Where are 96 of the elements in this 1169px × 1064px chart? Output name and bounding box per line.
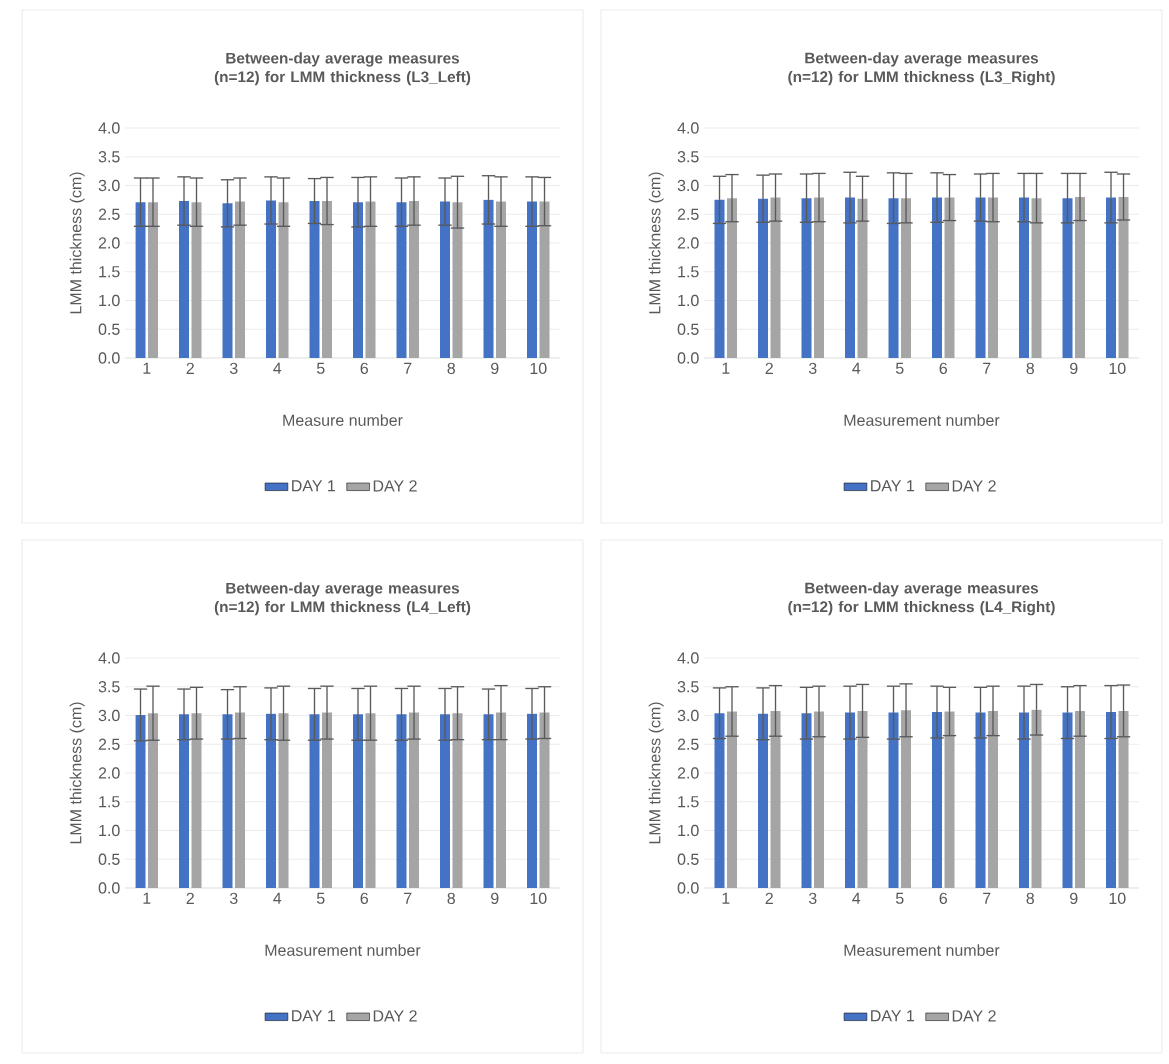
x-tick-label: 4 xyxy=(273,362,282,374)
y-tick-label: 1.5 xyxy=(99,796,120,808)
y-tick-label: 2.0 xyxy=(98,237,120,249)
x-tick-label: 2 xyxy=(186,892,194,904)
y-tick-label: 3.5 xyxy=(98,151,120,163)
legend-label: DAY 2 xyxy=(952,1010,996,1022)
y-tick-label: 2.5 xyxy=(98,208,120,220)
y-tick-label: 0.5 xyxy=(98,323,120,335)
y-tick-label: 0.5 xyxy=(677,853,699,865)
x-tick-label: 3 xyxy=(229,892,238,905)
y-tick-label: 3.5 xyxy=(677,151,699,163)
y-tick-label: 4.0 xyxy=(677,122,699,134)
x-tick-label: 10 xyxy=(530,362,547,375)
x-tick-label: 5 xyxy=(895,892,904,904)
y-tick-label: 0.0 xyxy=(677,882,699,894)
x-axis-title: Measurement number xyxy=(265,944,421,956)
chart-title: Between-day average measures (n=12) for LMM thickness (L4_Right) xyxy=(788,582,1055,616)
y-tick-label: 4.0 xyxy=(98,652,120,664)
y-tick-label: 0.5 xyxy=(677,323,699,335)
x-axis-title: Measure number xyxy=(283,414,403,426)
y-axis-title: LMM thickness (cm) xyxy=(648,702,664,844)
legend-label: DAY 2 xyxy=(373,480,417,492)
x-tick-label: 2 xyxy=(765,892,773,904)
y-tick-label: 3.5 xyxy=(98,681,120,693)
x-tick-label: 10 xyxy=(1109,362,1126,375)
y-axis-title: LMM thickness (cm) xyxy=(648,172,664,314)
chart-title: Between-day average measures (n=12) for LMM thickness (L3_Right) xyxy=(788,52,1055,86)
x-tick-label: 9 xyxy=(1070,892,1078,905)
y-axis-title: LMM thickness (cm) xyxy=(69,702,85,844)
y-tick-label: 3.5 xyxy=(677,681,699,693)
x-tick-label: 6 xyxy=(939,892,948,905)
x-tick-label: 1 xyxy=(722,892,730,904)
y-tick-label: 2.5 xyxy=(677,208,699,220)
x-tick-label: 6 xyxy=(360,892,368,905)
x-tick-label: 4 xyxy=(273,892,282,904)
legend-label: DAY 2 xyxy=(373,1010,417,1022)
x-tick-label: 7 xyxy=(983,362,991,374)
chart-title: Between-day average measures (n=12) for LMM thickness (L3_Left) xyxy=(214,52,471,86)
x-tick-label: 3 xyxy=(808,892,817,905)
y-tick-label: 1.0 xyxy=(99,824,120,837)
x-tick-label: 10 xyxy=(1109,892,1126,905)
x-tick-label: 9 xyxy=(491,892,499,905)
x-tick-label: 5 xyxy=(895,362,904,374)
y-tick-label: 3.0 xyxy=(677,179,699,192)
y-tick-label: 0.0 xyxy=(98,882,120,894)
x-tick-label: 6 xyxy=(939,362,948,375)
x-tick-label: 3 xyxy=(808,362,817,375)
x-tick-label: 9 xyxy=(491,362,499,375)
legend-label: DAY 1 xyxy=(871,1010,915,1022)
y-tick-label: 0.5 xyxy=(98,853,120,865)
x-tick-label: 6 xyxy=(360,362,368,375)
y-tick-label: 1.5 xyxy=(99,266,120,278)
y-axis-title: LMM thickness (cm) xyxy=(69,172,85,314)
y-tick-label: 4.0 xyxy=(98,122,120,134)
y-tick-label: 0.0 xyxy=(98,352,120,364)
legend-label: DAY 1 xyxy=(292,480,336,492)
y-tick-label: 4.0 xyxy=(677,652,699,664)
x-tick-label: 8 xyxy=(1026,362,1035,375)
y-tick-label: 1.5 xyxy=(678,266,699,278)
x-tick-label: 8 xyxy=(447,892,455,905)
y-tick-label: 0.0 xyxy=(677,352,699,364)
x-tick-label: 4 xyxy=(852,362,861,374)
x-tick-label: 5 xyxy=(316,362,325,374)
x-tick-label: 9 xyxy=(1070,362,1078,375)
x-tick-label: 7 xyxy=(404,892,412,904)
y-tick-label: 1.0 xyxy=(678,824,699,837)
x-axis-title: Measurement number xyxy=(844,944,1000,956)
x-tick-label: 8 xyxy=(447,362,455,375)
legend-label: DAY 1 xyxy=(871,480,915,492)
y-tick-label: 3.0 xyxy=(98,179,120,192)
y-tick-label: 1.5 xyxy=(678,796,699,808)
x-tick-label: 7 xyxy=(404,362,412,374)
x-tick-label: 2 xyxy=(765,362,773,374)
y-tick-label: 3.0 xyxy=(98,709,120,722)
legend-label: DAY 1 xyxy=(292,1010,336,1022)
x-tick-label: 1 xyxy=(143,892,151,904)
x-tick-label: 1 xyxy=(143,362,151,374)
x-axis-title: Measurement number xyxy=(844,414,1000,426)
legend-label: DAY 2 xyxy=(952,480,996,492)
x-tick-label: 10 xyxy=(530,892,547,905)
x-tick-label: 1 xyxy=(722,362,730,374)
x-tick-label: 3 xyxy=(229,362,238,375)
y-tick-label: 1.0 xyxy=(678,294,699,307)
x-tick-label: 8 xyxy=(1026,892,1035,905)
y-tick-label: 2.0 xyxy=(677,237,699,249)
y-tick-label: 2.5 xyxy=(98,738,120,750)
y-tick-label: 3.0 xyxy=(677,709,699,722)
y-tick-label: 2.0 xyxy=(677,767,699,779)
chart-title: Between-day average measures (n=12) for LMM thickness (L4_Left) xyxy=(214,582,471,616)
x-tick-label: 4 xyxy=(852,892,861,904)
y-tick-label: 1.0 xyxy=(99,294,120,307)
y-tick-label: 2.5 xyxy=(677,738,699,750)
y-tick-label: 2.0 xyxy=(98,767,120,779)
x-tick-label: 2 xyxy=(186,362,194,374)
x-tick-label: 7 xyxy=(983,892,991,904)
x-tick-label: 5 xyxy=(316,892,325,904)
